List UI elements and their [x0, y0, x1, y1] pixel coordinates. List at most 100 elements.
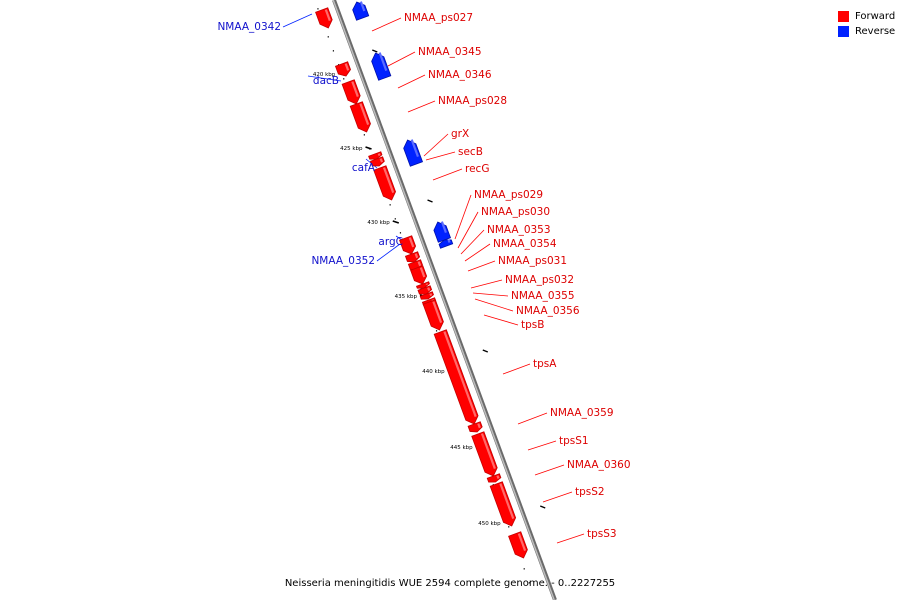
gene-label-tpss2: tpsS2 — [575, 486, 605, 498]
gene-arrow — [489, 481, 517, 527]
leader-line — [423, 133, 449, 157]
gene-shade — [351, 81, 359, 97]
gene-nmaa-ps032 — [417, 285, 433, 295]
leader-line — [470, 279, 503, 289]
tick-label: 450 kbp — [478, 521, 501, 527]
gene-label-grx: grX — [451, 128, 469, 140]
gene-arrow — [371, 52, 392, 81]
gene-shade — [440, 221, 447, 233]
gene-label-nmaa-0359: NMAA_0359 — [550, 407, 614, 419]
gene-tpsb — [422, 299, 444, 331]
genome-caption: Neisseria meningitidis WUE 2594 complete… — [284, 578, 616, 589]
gene-arrow — [349, 101, 371, 133]
leader-line — [432, 168, 463, 181]
gene-label-nmaa-0342: NMAA_0342 — [217, 21, 281, 33]
leader-line — [472, 292, 509, 297]
tick-label: 440 kbp — [422, 369, 445, 375]
leader-line — [387, 51, 416, 67]
gene-label-nmaa-ps031: NMAA_ps031 — [498, 255, 567, 267]
gene-nmaa-ps028 — [349, 101, 371, 133]
gene-shade — [447, 239, 451, 243]
gene-tpss2 — [489, 481, 517, 527]
gene-shade — [379, 158, 384, 163]
gene-shade — [432, 301, 443, 323]
gene-shade — [517, 533, 527, 551]
gene-label-nmaa-ps028: NMAA_ps028 — [438, 95, 507, 107]
tick-label: 420 kbp — [313, 72, 336, 78]
gene-shade — [359, 103, 370, 125]
gene-label-nmaa-ps029: NMAA_ps029 — [474, 189, 543, 201]
gene-arrow — [415, 281, 430, 289]
guide-dot — [343, 78, 345, 80]
legend-swatch-reverse — [838, 25, 849, 37]
gene-shade — [414, 253, 419, 259]
gene-arrow — [419, 291, 434, 300]
gene-shade — [359, 1, 366, 12]
gene-dacb — [371, 52, 392, 81]
tick-mark — [392, 220, 400, 224]
legend-item-forward: Forward — [838, 9, 895, 23]
gene-nmaa-ps027 — [315, 7, 333, 29]
gene-features — [315, 1, 528, 559]
gene-label-nmaa-0352: NMAA_0352 — [311, 255, 375, 267]
gene-tpss3 — [508, 531, 528, 559]
leader-line — [474, 298, 514, 312]
leader-line — [457, 211, 479, 249]
gene-nmaa-ps030 — [404, 251, 421, 263]
gene-arrow — [403, 139, 424, 167]
leader-line — [464, 243, 491, 262]
tick-label: 435 kbp — [395, 294, 418, 300]
leader-line — [454, 194, 472, 240]
leader-line — [534, 464, 565, 476]
leader-line — [282, 13, 313, 28]
gene-arrow — [341, 79, 361, 105]
tick-mark — [427, 199, 433, 203]
guide-dot — [332, 50, 335, 52]
gene-nmaa-0359 — [467, 421, 483, 433]
gene-shade — [499, 483, 515, 519]
gene-shade — [480, 433, 496, 469]
gene-recg — [373, 165, 396, 201]
gene-label-argc: argC — [378, 236, 403, 248]
gene-tpss1 — [471, 431, 498, 477]
backbone-line — [332, 0, 557, 600]
gene-shade — [344, 63, 350, 71]
gene-label-tpss1: tpsS1 — [559, 435, 589, 447]
leader-line — [376, 243, 401, 262]
guide-dot — [523, 568, 525, 570]
guide-dot — [327, 36, 329, 38]
leader-line — [425, 151, 456, 161]
gene-label-secb: secB — [458, 146, 483, 158]
guide-dot — [363, 134, 365, 136]
legend-label-reverse: Reverse — [855, 25, 896, 37]
gene-label-nmaa-0346: NMAA_0346 — [428, 69, 492, 81]
leader-line — [542, 491, 573, 503]
gene-nmaa-0355 — [419, 291, 434, 300]
gene-tpsa — [433, 329, 479, 425]
gene-label-nmaa-ps032: NMAA_ps032 — [505, 274, 574, 286]
gene-label-nmaa-0360: NMAA_0360 — [567, 459, 631, 471]
gene-nmaa-0345 — [334, 61, 351, 77]
gene-nmaa-ps031 — [415, 281, 430, 289]
leader-line — [556, 533, 585, 544]
tick-mark — [539, 505, 546, 509]
guide-dot — [508, 526, 510, 528]
gene-label-dacb: dacB — [313, 75, 339, 87]
gene-secb — [369, 156, 385, 167]
leader-line — [527, 440, 557, 451]
gene-shade — [429, 293, 433, 296]
gene-shade — [382, 167, 395, 193]
gene-shade — [324, 9, 331, 21]
gene-label-tpsa: tpsA — [533, 358, 557, 370]
legend-label-forward: Forward — [855, 10, 896, 22]
backbone-highlight — [332, 0, 555, 600]
gene-arrow — [471, 431, 498, 477]
gene-label-nmaa-0355: NMAA_0355 — [511, 290, 575, 302]
tick-mark — [365, 146, 372, 150]
gene-label-tpsb: tpsB — [521, 319, 544, 331]
gene-shade — [410, 139, 419, 157]
guide-dot — [528, 582, 530, 584]
gene-shade — [378, 52, 388, 71]
gene-label-nmaa-0353: NMAA_0353 — [487, 224, 551, 236]
